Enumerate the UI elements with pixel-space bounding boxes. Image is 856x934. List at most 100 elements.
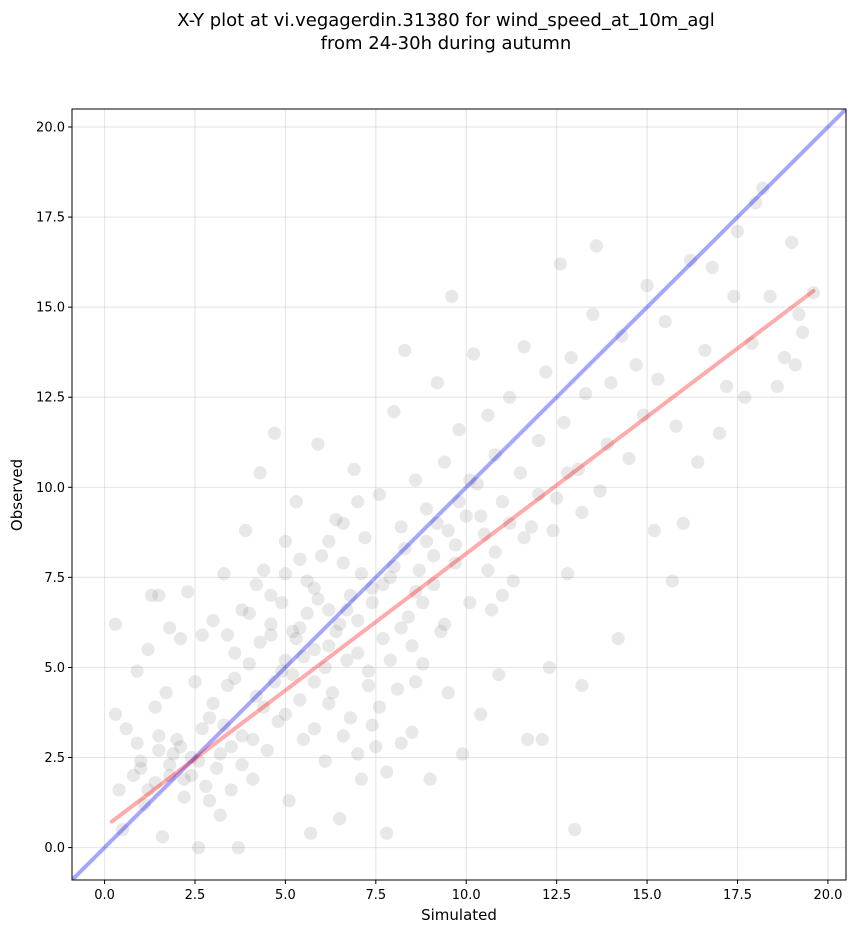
data-point (448, 556, 462, 570)
data-point (604, 376, 618, 390)
data-point (586, 307, 600, 321)
data-point (745, 336, 759, 350)
data-point (163, 621, 177, 635)
data-point (383, 570, 397, 584)
data-point (278, 567, 292, 581)
data-point (311, 437, 325, 451)
data-point (361, 678, 376, 693)
data-point (314, 549, 329, 563)
x-tick-label: 0.0 (94, 888, 115, 903)
data-point (492, 668, 506, 682)
y-axis-ticks: 0.0 2.5 5.0 7.5 10.0 12.5 15.0 17.5 20.0 (36, 121, 72, 856)
y-tick-label: 12.5 (36, 391, 65, 406)
data-point (477, 527, 491, 541)
data-point (365, 718, 379, 732)
data-point (615, 329, 629, 343)
data-point (242, 657, 256, 671)
data-point (278, 534, 292, 548)
data-point (148, 776, 162, 790)
data-point (231, 840, 245, 855)
data-point (220, 628, 235, 642)
data-point (282, 794, 296, 808)
data-point (311, 592, 325, 606)
data-point (463, 473, 477, 487)
data-point (253, 635, 267, 649)
data-point (343, 588, 358, 602)
data-point (249, 689, 264, 703)
data-point (517, 340, 531, 354)
data-point (130, 736, 144, 750)
data-point (394, 520, 408, 534)
data-point (669, 419, 683, 433)
data-point (134, 761, 148, 775)
data-point (235, 758, 249, 772)
data-point (398, 541, 412, 556)
data-point (398, 343, 412, 357)
data-point (264, 588, 278, 602)
data-point (513, 466, 528, 480)
data-point (683, 253, 698, 267)
data-point (611, 632, 625, 646)
data-point (712, 426, 727, 440)
data-point (640, 278, 654, 293)
data-point (437, 455, 452, 469)
data-point (488, 545, 502, 559)
data-point (275, 595, 289, 610)
data-point (293, 621, 307, 635)
data-point (296, 732, 311, 747)
data-point (351, 613, 365, 628)
data-point (116, 822, 130, 837)
data-point (369, 740, 383, 754)
x-tick-label: 12.5 (542, 888, 571, 903)
data-point (430, 376, 444, 390)
data-point (322, 534, 336, 548)
data-point (622, 451, 636, 466)
data-point (383, 653, 397, 667)
data-point (159, 686, 173, 700)
data-point (376, 632, 390, 646)
data-point (184, 768, 198, 783)
y-tick-label: 17.5 (36, 211, 65, 226)
data-point (152, 729, 166, 743)
data-point (427, 577, 441, 592)
data-point (293, 552, 307, 566)
data-point (658, 314, 672, 329)
data-point (474, 509, 488, 523)
grid (72, 109, 846, 880)
data-point (358, 531, 372, 545)
data-point (152, 588, 166, 602)
data-point (278, 653, 292, 667)
data-point (434, 624, 448, 639)
data-point (307, 675, 321, 689)
data-point (137, 797, 151, 811)
data-point (195, 722, 209, 736)
data-point (235, 603, 249, 617)
data-point (481, 563, 495, 577)
data-point (419, 502, 434, 516)
data-point (361, 664, 376, 678)
data-point (325, 686, 340, 700)
data-point (191, 754, 206, 768)
data-point (698, 343, 712, 357)
data-point (228, 671, 242, 685)
data-point (217, 567, 231, 581)
data-point (354, 567, 368, 581)
data-point (546, 523, 560, 538)
data-point (600, 437, 614, 451)
data-point (456, 747, 470, 761)
data-point (777, 350, 792, 365)
data-point (329, 513, 343, 527)
data-point (531, 433, 546, 448)
data-point (459, 509, 473, 523)
data-point (495, 588, 510, 602)
data-point (177, 790, 191, 804)
data-point (177, 772, 191, 786)
data-point (394, 621, 408, 635)
data-point (333, 812, 347, 826)
data-point (271, 714, 285, 729)
data-point (380, 765, 394, 779)
data-point (535, 732, 549, 747)
data-point (239, 523, 253, 538)
data-point (318, 660, 332, 675)
scatter-points (108, 181, 821, 855)
